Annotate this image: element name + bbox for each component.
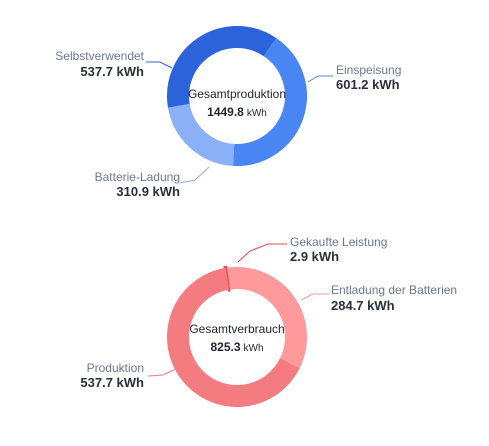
donut-slice-entladung-der-batterien[interactable] bbox=[227, 267, 307, 368]
production-center-value: 1449.8 bbox=[207, 105, 244, 119]
leader-line-entladung bbox=[300, 293, 329, 301]
leader-line-einspeisung bbox=[307, 75, 333, 83]
slice-value-einspeisung: 601.2 kWh bbox=[336, 77, 400, 92]
slice-label-produktion: Produktion bbox=[87, 361, 144, 375]
production-donut bbox=[167, 26, 307, 166]
donut-slice-produktion[interactable] bbox=[167, 267, 300, 407]
donut-slice-selbstverwendet[interactable] bbox=[167, 26, 277, 108]
slice-label-batterie-ladung: Batterie-Ladung bbox=[95, 170, 180, 184]
leader-line-gekaufte-leistung bbox=[237, 243, 287, 263]
slice-value-selbstverwendet: 537.7 kWh bbox=[80, 64, 144, 79]
leader-line-selbstverwendet bbox=[146, 61, 173, 69]
slice-value-gekaufte-leistung: 2.9 kWh bbox=[290, 249, 339, 264]
donut-slice-einspeisung[interactable] bbox=[233, 37, 307, 166]
consumption-donut bbox=[167, 265, 307, 407]
production-center-title: Gesamtproduktion bbox=[188, 87, 286, 101]
production-center-total: 1449.8 kWh bbox=[207, 105, 267, 119]
slice-label-entladung: Entladung der Batterien bbox=[331, 283, 457, 297]
slice-label-gekaufte-leistung: Gekaufte Leistung bbox=[290, 235, 387, 249]
consumption-center-unit: kWh bbox=[244, 343, 264, 354]
slice-value-batterie-ladung: 310.9 kWh bbox=[116, 184, 180, 199]
slice-label-einspeisung: Einspeisung bbox=[336, 63, 401, 77]
consumption-center-title: Gesamtverbrauch bbox=[189, 322, 284, 336]
leader-line-batterie-ladung bbox=[179, 166, 210, 184]
slice-value-produktion: 537.7 kWh bbox=[80, 375, 144, 390]
slice-value-entladung: 284.7 kWh bbox=[331, 298, 395, 313]
leader-line-produktion bbox=[147, 368, 177, 377]
consumption-center-value: 825.3 bbox=[210, 340, 240, 354]
slice-label-selbstverwendet: Selbstverwendet bbox=[55, 49, 144, 63]
donut-slice-batterie-ladung[interactable] bbox=[167, 103, 235, 166]
consumption-center-total: 825.3 kWh bbox=[210, 340, 263, 354]
production-center-unit: kWh bbox=[247, 108, 267, 119]
